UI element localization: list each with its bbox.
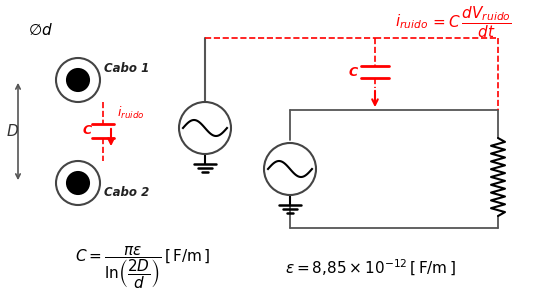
Text: Cabo 2: Cabo 2 — [104, 187, 149, 199]
Circle shape — [179, 102, 231, 154]
Text: C: C — [82, 125, 91, 138]
Circle shape — [264, 143, 316, 195]
Text: $i_{ruido}$: $i_{ruido}$ — [117, 105, 145, 121]
Text: $\varepsilon=8{,}85\times10^{-12}\,[\,\mathrm{F/m}\,]$: $\varepsilon=8{,}85\times10^{-12}\,[\,\m… — [285, 258, 456, 278]
Text: $C=\dfrac{\pi\varepsilon}{\ln\!\left(\dfrac{2D}{d}\right)}\,[\,\mathrm{F/m}\,]$: $C=\dfrac{\pi\varepsilon}{\ln\!\left(\df… — [75, 245, 211, 291]
Circle shape — [67, 69, 89, 91]
Circle shape — [56, 58, 100, 102]
Text: $=C\,\dfrac{dV_{ruido}}{dt}$: $=C\,\dfrac{dV_{ruido}}{dt}$ — [430, 4, 512, 40]
Text: Cabo 1: Cabo 1 — [104, 62, 149, 75]
Text: $i_{ruido}$: $i_{ruido}$ — [395, 13, 428, 31]
Circle shape — [56, 161, 100, 205]
Circle shape — [67, 172, 89, 194]
Text: C: C — [349, 65, 358, 78]
Text: D: D — [6, 124, 18, 138]
Text: $\varnothing$d: $\varnothing$d — [28, 22, 53, 38]
